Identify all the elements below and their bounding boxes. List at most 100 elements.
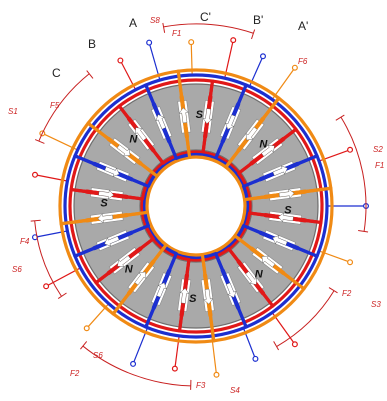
pole-label-s: S bbox=[284, 204, 292, 216]
coil-end-turn-outer-b bbox=[73, 246, 156, 329]
pole-label-n: N bbox=[125, 264, 134, 276]
current-arrow bbox=[156, 282, 167, 298]
pole-label-s: S bbox=[100, 198, 108, 210]
terminal-bracket-tick bbox=[328, 287, 338, 294]
lead-wire bbox=[272, 67, 296, 99]
pole-label-n: N bbox=[255, 268, 264, 280]
current-direction-arrows bbox=[97, 107, 295, 305]
phase-label-b-prime: B' bbox=[253, 13, 263, 27]
terminal-dot bbox=[188, 39, 195, 46]
terminal-label-f5: F5 bbox=[50, 101, 60, 110]
coil-end-turn-outer-a bbox=[282, 127, 324, 225]
phase-label-a: A bbox=[129, 16, 137, 30]
terminal-bracket-tick bbox=[34, 139, 45, 144]
terminal-label-s6-left: S6 bbox=[12, 265, 22, 274]
terminal-label-f4-bottom: F2 bbox=[70, 369, 80, 378]
coil-end-turn-outer-b bbox=[73, 83, 156, 166]
current-arrow bbox=[97, 213, 114, 224]
terminal-label-s1: S1 bbox=[8, 107, 18, 116]
current-arrow bbox=[134, 127, 147, 141]
terminal-bracket-lines bbox=[30, 22, 370, 390]
terminal-bracket bbox=[340, 116, 367, 232]
current-arrow bbox=[178, 107, 189, 124]
lead-wire bbox=[211, 336, 218, 375]
terminal-dot bbox=[291, 64, 298, 71]
terminal-bracket-tick bbox=[273, 341, 280, 351]
coil-end-turn-outer-b bbox=[297, 154, 329, 258]
coil-end-turn-outer-a bbox=[208, 79, 298, 141]
terminal-bracket-tick bbox=[335, 114, 345, 121]
terminal-dot bbox=[171, 365, 178, 372]
pole-label-s: S bbox=[196, 109, 204, 121]
current-arrow bbox=[179, 287, 190, 304]
terminal-dot bbox=[117, 57, 124, 64]
current-arrow bbox=[225, 114, 236, 130]
phase-label-a-prime: A' bbox=[298, 19, 308, 33]
current-arrow bbox=[202, 108, 213, 125]
terminal-bracket-tick bbox=[80, 341, 88, 350]
current-arrow bbox=[226, 282, 237, 298]
current-arrow bbox=[104, 236, 120, 247]
coil-end-turn-outer-b bbox=[144, 73, 248, 105]
terminal-label-f1-top: F1 bbox=[172, 29, 181, 38]
rotor-bore bbox=[139, 149, 253, 263]
pole-label-s: S bbox=[189, 293, 197, 305]
pole-label-n: N bbox=[129, 134, 138, 146]
terminal-label-f1-right: F1 bbox=[375, 161, 384, 170]
terminal-label-f6: F6 bbox=[298, 57, 308, 66]
coil-end-turn-outer-c bbox=[58, 121, 110, 226]
coil-end-turn-outer-c bbox=[86, 69, 184, 141]
terminal-label-s8: S8 bbox=[150, 16, 160, 25]
coil-end-turn-outer-a bbox=[94, 271, 184, 333]
terminal-label-f3: F3 bbox=[196, 381, 206, 390]
coil-end-turn-outer-b bbox=[236, 83, 319, 166]
current-arrow bbox=[245, 126, 258, 141]
coil-end-turn-outer-a bbox=[117, 78, 215, 120]
current-arrow bbox=[278, 188, 295, 199]
current-arrow bbox=[261, 255, 276, 268]
coil-end-turn-inner-a bbox=[152, 136, 207, 165]
coil-end-turn-outer-c bbox=[111, 292, 216, 344]
terminal-label-f4-left: F4 bbox=[20, 237, 30, 246]
coil-end-turn-outer-c bbox=[208, 271, 306, 343]
phase-label-c-prime: C' bbox=[200, 10, 211, 24]
current-arrow bbox=[155, 114, 166, 130]
phase-label-c: C bbox=[52, 66, 61, 80]
terminal-dot bbox=[43, 283, 50, 290]
lead-wire bbox=[45, 267, 80, 287]
coil-end-turn-outer-a bbox=[68, 187, 110, 285]
coil-end-turn-outer-a bbox=[69, 104, 131, 194]
current-arrow bbox=[272, 165, 288, 176]
terminal-label-s2: S2 bbox=[373, 145, 383, 154]
terminal-dot bbox=[213, 371, 220, 378]
pole-label-n: N bbox=[259, 138, 268, 150]
current-arrow bbox=[272, 235, 288, 246]
current-arrow bbox=[134, 271, 147, 286]
coil-end-turn-outer-c bbox=[282, 186, 334, 291]
coil-end-turn-inner-b bbox=[167, 140, 225, 161]
terminal-bracket-tick bbox=[86, 70, 94, 79]
terminal-bracket-tick bbox=[358, 230, 369, 233]
coil-end-turn-outer-c bbox=[261, 96, 333, 194]
coil-end-turn-outer-a bbox=[261, 218, 323, 308]
terminal-bracket-tick bbox=[57, 292, 67, 299]
coil-end-turn-outer-c bbox=[59, 218, 131, 316]
terminal-label-s4: S4 bbox=[230, 386, 240, 395]
coil-end-turn-outer-a bbox=[177, 292, 275, 334]
terminal-dot bbox=[252, 355, 259, 362]
terminal-dot bbox=[230, 37, 237, 44]
coil-end-turn-inner-c bbox=[185, 136, 240, 169]
current-arrow bbox=[203, 288, 214, 305]
current-arrow bbox=[277, 212, 294, 223]
terminal-dot bbox=[291, 341, 298, 348]
terminal-dot bbox=[146, 39, 153, 46]
terminal-bracket bbox=[38, 73, 90, 142]
pole-labels: N S N S N S N S bbox=[100, 109, 292, 305]
current-arrow bbox=[245, 271, 258, 285]
lead-wire bbox=[132, 328, 148, 365]
current-arrow bbox=[261, 144, 275, 157]
current-arrow bbox=[117, 255, 131, 268]
current-arrow bbox=[98, 189, 115, 200]
terminal-bracket bbox=[82, 345, 191, 387]
